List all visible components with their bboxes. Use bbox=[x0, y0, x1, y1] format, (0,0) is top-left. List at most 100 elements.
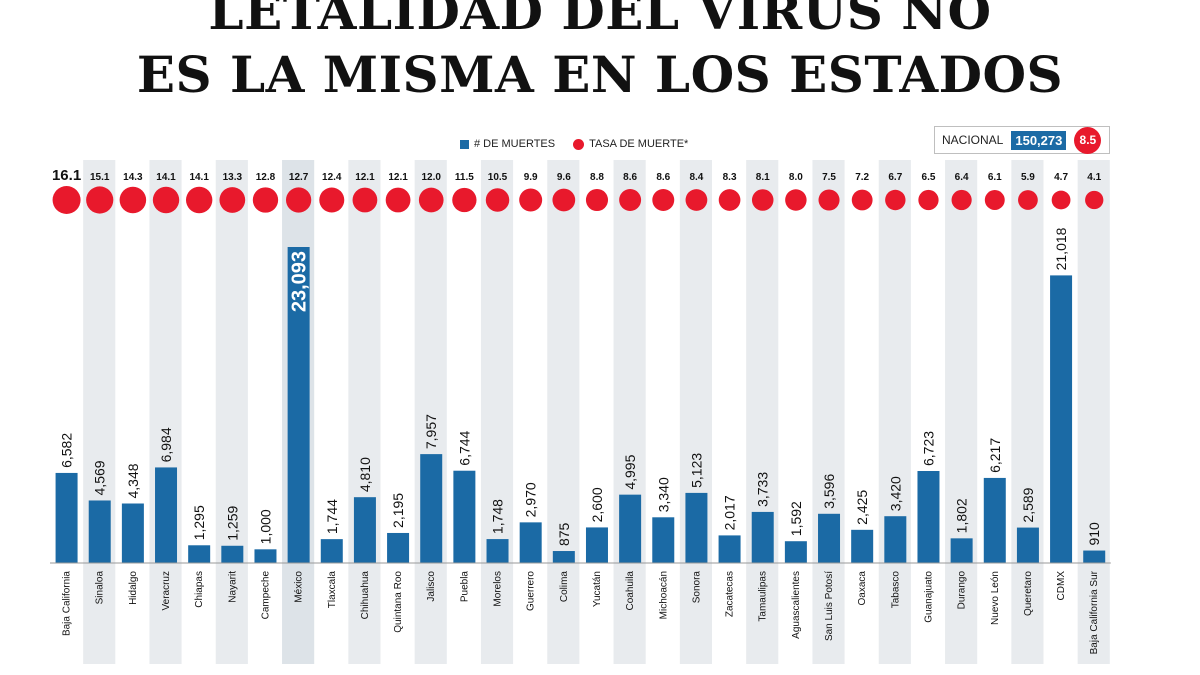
rate-dot-aguascalientes bbox=[785, 189, 807, 211]
rate-dot-coahuila bbox=[619, 189, 642, 211]
category-label-nuevo-leon: Nuevo León bbox=[990, 571, 1001, 625]
category-label-jalisco: Jalisco bbox=[426, 571, 437, 602]
rate-label-zacatecas: 8.3 bbox=[723, 172, 737, 183]
value-label-quintana-roo: 2,195 bbox=[390, 493, 406, 528]
bar-sonora bbox=[685, 492, 708, 563]
rate-label-baja-california: 16.1 bbox=[52, 167, 81, 184]
rate-label-colima: 9.6 bbox=[557, 172, 571, 183]
category-label-quintana-roo: Quintana Roo bbox=[393, 571, 404, 633]
rate-dot-baja-california bbox=[52, 186, 81, 214]
rate-dot-oaxaca bbox=[851, 189, 873, 211]
rate-label-chiapas: 14.1 bbox=[189, 172, 209, 183]
rate-dot-jalisco bbox=[418, 187, 444, 213]
bar-baja-california bbox=[55, 472, 78, 563]
bar-oaxaca bbox=[851, 529, 874, 563]
value-label-san-luis-potosi: 3,596 bbox=[821, 474, 837, 509]
category-label-cdmx: CDMX bbox=[1056, 571, 1067, 601]
value-label-colima: 875 bbox=[556, 522, 572, 546]
value-label-tabasco: 3,420 bbox=[887, 476, 903, 511]
category-label-chiapas: Chiapas bbox=[194, 571, 205, 608]
category-label-michoacan: Michoacán bbox=[658, 571, 669, 619]
category-label-yucatan: Yucatán bbox=[592, 571, 603, 607]
rate-dot-chiapas bbox=[185, 186, 213, 214]
rate-dot-tamaulipas bbox=[751, 189, 774, 211]
column-stripe-morelos bbox=[480, 160, 514, 664]
rate-dot-zacatecas bbox=[718, 189, 741, 211]
value-label-veracruz: 6,984 bbox=[158, 427, 174, 462]
bar-hidalgo bbox=[121, 503, 144, 563]
value-label-nayarit: 1,259 bbox=[224, 506, 240, 541]
value-label-tlaxcala: 1,744 bbox=[324, 499, 340, 534]
rate-label-durango: 6.4 bbox=[955, 172, 969, 183]
column-stripe-coahuila bbox=[613, 160, 646, 664]
value-label-hidalgo: 4,348 bbox=[125, 463, 141, 498]
column-stripe-durango bbox=[945, 160, 978, 664]
column-stripe-sonora bbox=[679, 160, 712, 664]
rate-label-aguascalientes: 8.0 bbox=[789, 172, 803, 183]
rate-dot-san-luis-potosi bbox=[818, 189, 840, 211]
rate-dot-mexico bbox=[285, 187, 312, 213]
bar-puebla bbox=[453, 470, 476, 563]
rate-label-nayarit: 13.3 bbox=[223, 172, 243, 183]
value-label-chiapas: 1,295 bbox=[191, 505, 207, 540]
rate-dot-tabasco bbox=[885, 189, 906, 211]
rate-label-baja-california-sur: 4.1 bbox=[1087, 172, 1101, 183]
bar-coahuila bbox=[619, 494, 642, 563]
rate-dot-puebla bbox=[452, 187, 477, 213]
value-label-guanajuato: 6,723 bbox=[920, 431, 936, 466]
rate-label-jalisco: 12.0 bbox=[421, 172, 441, 183]
rate-label-michoacan: 8.6 bbox=[656, 172, 670, 183]
nacional-rate: 8.5 bbox=[1074, 126, 1102, 154]
bar-colima bbox=[552, 551, 575, 563]
bar-tlaxcala bbox=[320, 539, 343, 563]
category-label-puebla: Puebla bbox=[459, 571, 470, 603]
rate-dot-quintana-roo bbox=[385, 187, 411, 213]
category-label-aguascalientes: Aguascalientes bbox=[791, 571, 802, 639]
legend-bar-swatch bbox=[460, 139, 469, 149]
rate-label-campeche: 12.8 bbox=[256, 172, 276, 183]
rate-label-cdmx: 4.7 bbox=[1054, 172, 1068, 183]
bar-nayarit bbox=[221, 545, 244, 563]
rate-label-queretaro: 5.9 bbox=[1021, 172, 1035, 183]
value-label-cdmx: 21,018 bbox=[1053, 227, 1069, 270]
rate-dot-cdmx bbox=[1051, 190, 1071, 210]
value-label-puebla: 6,744 bbox=[456, 430, 472, 465]
legend-dot-swatch bbox=[573, 138, 585, 150]
rate-dot-campeche bbox=[252, 187, 279, 213]
value-label-durango: 1,802 bbox=[954, 498, 970, 533]
category-label-queretaro: Queretaro bbox=[1023, 571, 1034, 616]
rate-dot-baja-california-sur bbox=[1085, 190, 1104, 210]
rate-dot-tlaxcala bbox=[319, 187, 345, 213]
column-stripe-queretaro bbox=[1011, 160, 1044, 664]
chart-title-line1: LETALIDAD DEL VIRUS NO bbox=[208, 0, 992, 41]
column-stripe-sinaloa bbox=[83, 160, 116, 664]
category-label-durango: Durango bbox=[957, 571, 968, 610]
value-label-queretaro: 2,589 bbox=[1020, 487, 1036, 522]
category-label-guanajuato: Guanajuato bbox=[923, 571, 934, 623]
value-label-campeche: 1,000 bbox=[257, 509, 273, 544]
rate-label-puebla: 11.5 bbox=[455, 172, 474, 183]
legend-rate-label: TASA DE MUERTE* bbox=[589, 138, 689, 150]
bar-quintana-roo bbox=[387, 532, 410, 563]
value-label-yucatan: 2,600 bbox=[589, 487, 605, 522]
bar-baja-california-sur bbox=[1083, 550, 1106, 563]
rate-label-san-luis-potosi: 7.5 bbox=[822, 172, 836, 183]
rate-label-quintana-roo: 12.1 bbox=[388, 172, 408, 183]
category-label-guerrero: Guerrero bbox=[526, 571, 537, 611]
rate-dot-morelos bbox=[485, 188, 510, 212]
rate-label-mexico: 12.7 bbox=[289, 172, 309, 183]
rate-dot-nayarit bbox=[219, 187, 246, 213]
rate-label-sinaloa: 15.1 bbox=[90, 172, 110, 183]
value-label-nuevo-leon: 6,217 bbox=[987, 438, 1003, 473]
bar-aguascalientes bbox=[784, 541, 807, 563]
category-label-san-luis-potosi: San Luis Potosí bbox=[824, 571, 835, 641]
bar-guerrero bbox=[519, 522, 542, 563]
value-label-tamaulipas: 3,733 bbox=[755, 472, 771, 507]
category-label-mexico: México bbox=[294, 571, 305, 603]
value-label-baja-california: 6,582 bbox=[59, 433, 75, 468]
category-label-sinaloa: Sinaloa bbox=[95, 571, 106, 605]
category-label-chihuahua: Chihuahua bbox=[360, 571, 371, 620]
column-stripe-nayarit bbox=[215, 160, 248, 664]
rate-dot-sonora bbox=[685, 189, 708, 211]
column-stripe-baja-california-sur bbox=[1077, 160, 1110, 664]
